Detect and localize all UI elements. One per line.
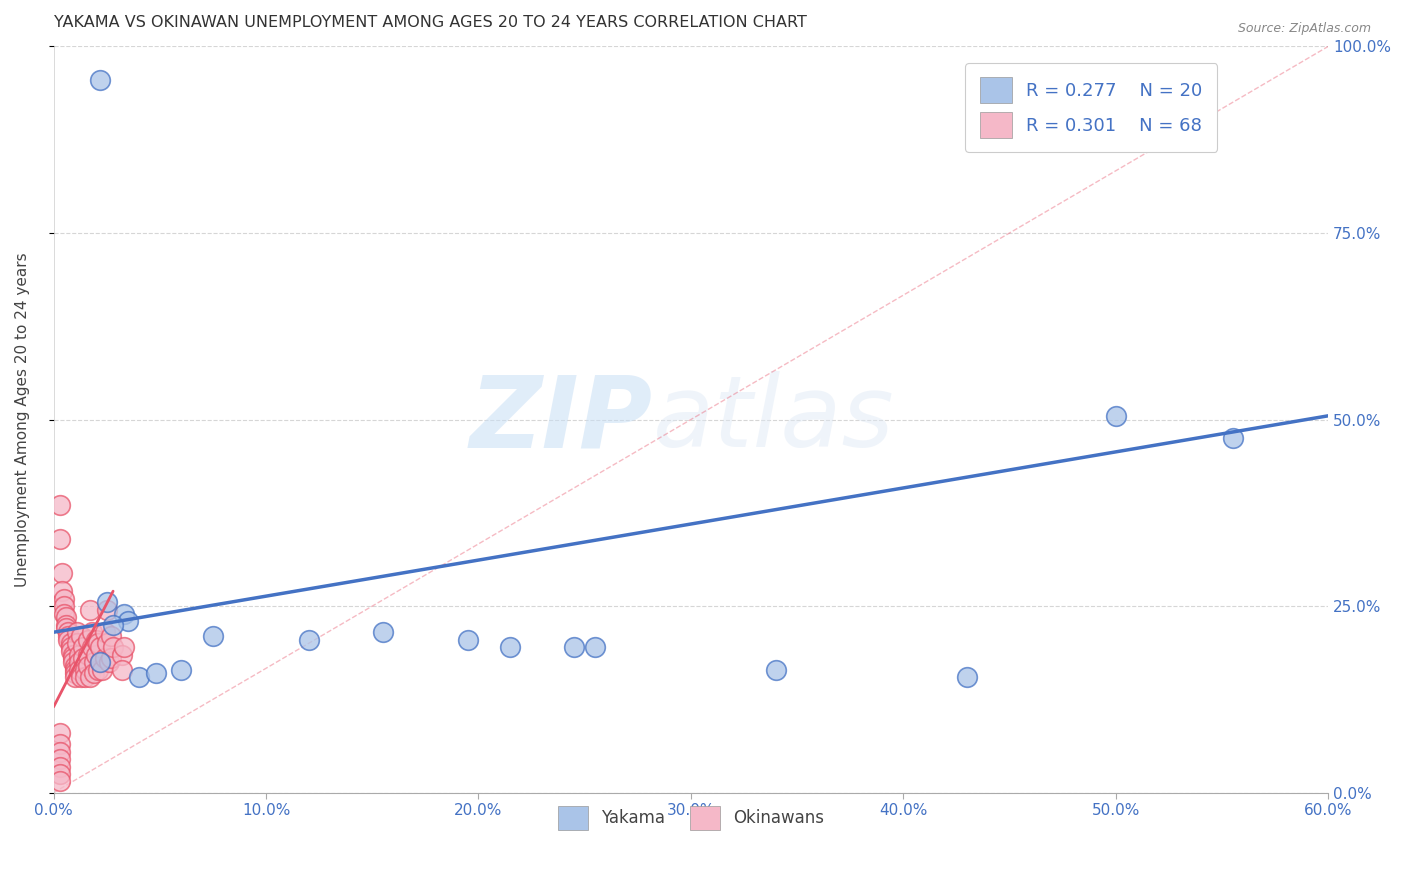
Point (53, 599, 76, 613)
Point (67, 663, 90, 677)
Text: atlas: atlas (652, 371, 894, 468)
Point (72, 651, 94, 665)
Point (89, 640, 111, 654)
Point (112, 607, 135, 621)
Point (93, 651, 115, 665)
Legend: Yakama, Okinawans: Yakama, Okinawans (551, 799, 831, 837)
Point (62, 655, 84, 669)
Point (100, 651, 122, 665)
Point (55, 622, 77, 636)
Point (201, 629, 224, 643)
Point (170, 663, 193, 677)
Point (112, 640, 135, 654)
Point (49, 737, 72, 751)
Point (110, 663, 132, 677)
Text: ZIP: ZIP (470, 371, 652, 468)
Point (63, 670, 86, 684)
Point (62, 651, 84, 665)
Text: YAKAMA VS OKINAWAN UNEMPLOYMENT AMONG AGES 20 TO 24 YEARS CORRELATION CHART: YAKAMA VS OKINAWAN UNEMPLOYMENT AMONG AG… (53, 15, 807, 30)
Point (110, 648, 132, 662)
Point (49, 767, 72, 781)
Point (49, 532, 72, 546)
Point (67, 648, 90, 662)
Point (89, 655, 111, 669)
Point (83, 655, 105, 669)
Point (66, 625, 89, 640)
Point (84, 648, 107, 662)
Point (66, 636, 89, 650)
Point (87, 636, 110, 650)
Point (97, 655, 120, 669)
Point (63, 658, 86, 673)
Point (63, 663, 86, 677)
Point (583, 640, 606, 654)
Point (101, 640, 124, 654)
Point (89, 655, 111, 669)
Point (67, 655, 90, 669)
Point (51, 584, 73, 599)
Point (79, 670, 101, 684)
Point (83, 666, 105, 681)
Point (297, 632, 319, 647)
Point (55, 610, 77, 624)
Point (75, 670, 97, 684)
Point (956, 670, 979, 684)
Point (91, 663, 114, 677)
Point (79, 603, 101, 617)
Point (59, 644, 82, 658)
Point (76, 648, 98, 662)
Point (58, 629, 80, 643)
Point (93, 625, 115, 640)
Point (59, 636, 82, 650)
Point (117, 614, 139, 628)
Point (87, 663, 110, 677)
Point (371, 625, 394, 640)
Point (80, 640, 103, 654)
Point (145, 666, 167, 681)
Point (70, 670, 93, 684)
Point (96, 603, 118, 617)
Point (89, 73, 111, 87)
Point (76, 632, 98, 647)
Point (72, 640, 94, 654)
Point (53, 591, 76, 606)
Point (76, 658, 98, 673)
Point (499, 640, 522, 654)
Point (70, 629, 93, 643)
Point (49, 745, 72, 759)
Point (100, 629, 122, 643)
Point (128, 670, 150, 684)
Point (75, 663, 97, 677)
Point (49, 759, 72, 773)
Point (55, 617, 77, 632)
Point (765, 663, 787, 677)
Point (96, 595, 118, 609)
Point (1222, 431, 1244, 445)
Point (457, 632, 479, 647)
Point (49, 774, 72, 789)
Point (62, 648, 84, 662)
Point (58, 632, 80, 647)
Y-axis label: Unemployment Among Ages 20 to 24 years: Unemployment Among Ages 20 to 24 years (15, 252, 30, 587)
Point (49, 752, 72, 766)
Point (562, 640, 585, 654)
Point (63, 666, 86, 681)
Point (96, 636, 118, 650)
Point (101, 617, 124, 632)
Text: Source: ZipAtlas.com: Source: ZipAtlas.com (1237, 22, 1371, 36)
Point (84, 632, 107, 647)
Point (49, 726, 72, 740)
Point (58, 625, 80, 640)
Point (1105, 409, 1128, 423)
Point (80, 625, 103, 640)
Point (49, 499, 72, 513)
Point (53, 607, 76, 621)
Point (59, 640, 82, 654)
Point (51, 566, 73, 580)
